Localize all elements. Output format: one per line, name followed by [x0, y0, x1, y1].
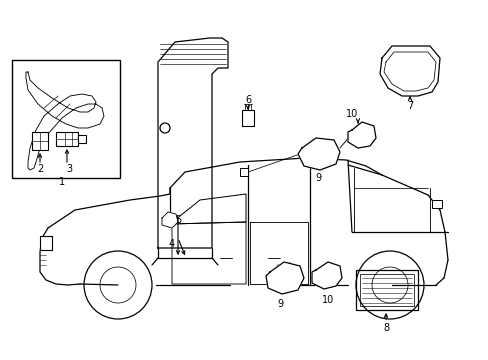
Polygon shape: [265, 262, 304, 294]
Polygon shape: [311, 262, 341, 289]
Bar: [32, 132, 48, 150]
Text: 10: 10: [345, 109, 357, 119]
Text: 10: 10: [321, 295, 333, 305]
Bar: [40, 236, 52, 250]
Polygon shape: [162, 212, 178, 228]
Text: 4: 4: [168, 239, 175, 249]
Polygon shape: [347, 122, 375, 148]
Text: 3: 3: [66, 164, 72, 174]
Polygon shape: [379, 46, 439, 96]
Text: 5: 5: [175, 215, 181, 225]
Text: 8: 8: [382, 323, 388, 333]
Text: 6: 6: [244, 95, 250, 105]
Text: 1: 1: [59, 177, 65, 187]
Bar: [359, 274, 413, 306]
Bar: [56, 132, 78, 146]
Text: 7: 7: [406, 101, 412, 111]
Bar: [242, 110, 253, 126]
Text: 9: 9: [276, 299, 283, 309]
Polygon shape: [297, 138, 339, 170]
Polygon shape: [158, 38, 227, 248]
Bar: [12, 60, 120, 178]
Text: 9: 9: [314, 173, 321, 183]
Bar: [78, 135, 86, 143]
Bar: [240, 168, 247, 176]
Bar: [355, 270, 417, 310]
Text: 2: 2: [37, 164, 43, 174]
Bar: [431, 200, 441, 208]
